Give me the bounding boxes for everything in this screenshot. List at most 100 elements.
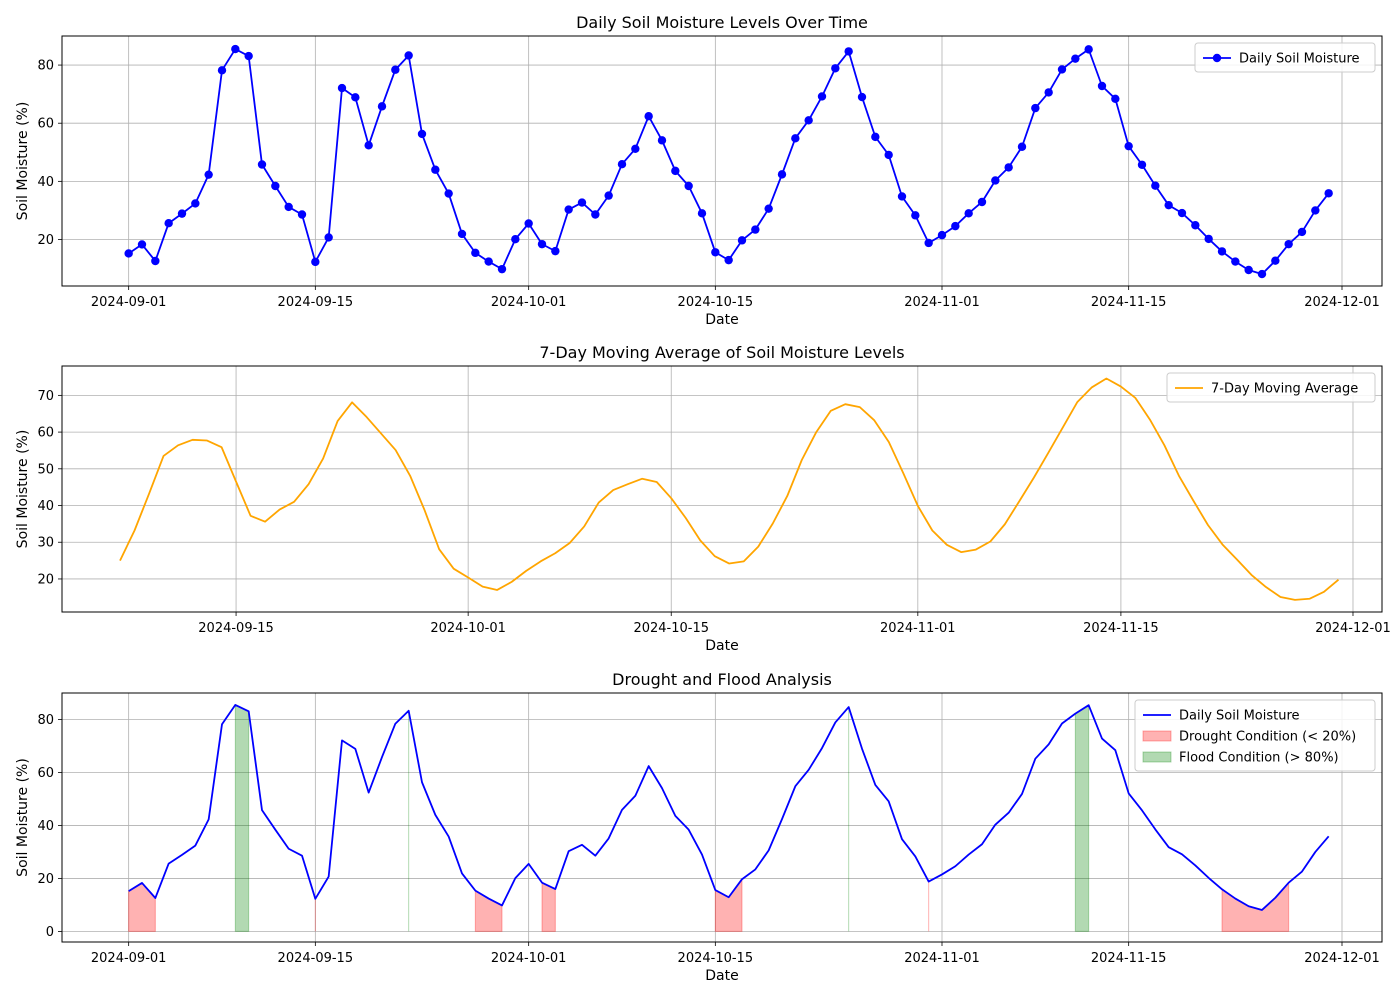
data-point — [1071, 54, 1080, 63]
data-point — [471, 248, 480, 258]
y-tick-label: 60 — [37, 766, 54, 781]
data-point — [404, 51, 413, 60]
data-point — [1017, 142, 1027, 151]
chart-panel-3: 2024-09-01 2024-09-15 2024-10-01 2024-10-15… — [15, 670, 1383, 984]
data-point — [1111, 94, 1120, 103]
chart-panel-1: 2024-09-01 2024-09-15 2024-10-01 2024-10-15… — [15, 13, 1383, 328]
data-point — [1284, 239, 1293, 249]
data-point — [911, 211, 920, 220]
data-point — [164, 219, 173, 228]
data-point — [1044, 88, 1053, 97]
y-tick-label: 20 — [37, 233, 54, 248]
axes-frame — [61, 35, 1383, 287]
data-point — [977, 197, 987, 207]
legend-marker-swatch — [1212, 53, 1222, 63]
data-point — [497, 264, 507, 274]
data-point — [1057, 65, 1067, 74]
x-tick-label: 2024-09-15 — [278, 951, 354, 966]
y-tick-label: 40 — [37, 175, 54, 190]
data-point — [444, 189, 453, 198]
chart-title: Daily Soil Moisture Levels Over Time — [576, 13, 868, 32]
series-line — [128, 704, 1330, 911]
axes-frame — [61, 692, 1383, 943]
x-tick-label: 2024-12-01 — [1315, 621, 1391, 636]
data-point — [377, 102, 387, 111]
y-axis-label: Soil Moisture (%) — [15, 758, 31, 877]
legend-entry: Drought Condition (< 20%) — [1179, 730, 1356, 745]
y-tick-label: 30 — [37, 536, 54, 551]
data-point — [457, 229, 467, 239]
x-tick-label: 2024-11-01 — [880, 621, 956, 636]
data-point — [564, 205, 573, 214]
y-tick-label: 0 — [46, 925, 54, 940]
legend: 7-Day Moving Average — [1166, 372, 1376, 403]
data-point — [484, 257, 493, 266]
data-point — [964, 209, 973, 218]
chart-title: Drought and Flood Analysis — [612, 670, 832, 689]
x-tick-label: 2024-10-15 — [678, 295, 754, 310]
flood-region — [1074, 704, 1090, 932]
data-point — [1217, 247, 1227, 256]
x-tick-label: 2024-11-15 — [1091, 295, 1167, 310]
series-line — [119, 377, 1340, 601]
x-tick-label: 2024-09-01 — [91, 295, 167, 310]
legend-box — [1194, 42, 1376, 73]
x-tick-label: 2024-11-01 — [904, 951, 980, 966]
y-tick-label: 80 — [37, 59, 54, 74]
data-point — [724, 255, 733, 265]
data-point — [604, 191, 613, 200]
data-point — [737, 236, 747, 245]
data-point — [417, 129, 427, 139]
data-point — [591, 210, 600, 219]
data-point — [764, 204, 773, 213]
data-point — [937, 230, 947, 240]
data-point — [431, 165, 440, 174]
data-point — [204, 170, 213, 179]
data-point — [151, 256, 160, 266]
data-point — [884, 150, 893, 160]
data-point — [924, 238, 933, 248]
data-point — [364, 141, 373, 150]
data-point — [777, 170, 787, 179]
drought-region — [541, 881, 556, 932]
data-point — [631, 144, 640, 153]
data-point — [857, 92, 867, 102]
data-point — [137, 240, 147, 249]
y-tick-label: 20 — [37, 572, 54, 587]
data-point — [644, 112, 653, 121]
data-point — [711, 248, 720, 257]
data-point — [1311, 206, 1320, 215]
data-point — [951, 221, 960, 231]
data-point — [1164, 200, 1173, 210]
legend-entry: Daily Soil Moisture — [1179, 709, 1300, 724]
data-point — [1271, 256, 1280, 265]
x-tick-label: 2024-10-01 — [430, 621, 506, 636]
flood-region — [234, 704, 250, 932]
x-tick-label: 2024-11-15 — [1091, 951, 1167, 966]
data-point — [337, 83, 347, 93]
data-point — [324, 233, 333, 242]
data-point — [284, 202, 293, 212]
data-point — [311, 257, 320, 267]
data-point — [551, 246, 560, 256]
x-tick-label: 2024-11-15 — [1083, 621, 1159, 636]
data-point — [177, 209, 187, 218]
data-point — [871, 132, 880, 142]
x-tick-label: 2024-09-15 — [198, 621, 274, 636]
data-point — [817, 92, 827, 101]
legend-entry: 7-Day Moving Average — [1211, 382, 1358, 397]
data-point — [217, 66, 227, 75]
data-point — [511, 234, 520, 244]
x-tick-label: 2024-09-15 — [278, 295, 354, 310]
data-point — [524, 219, 533, 228]
x-axis-label: Date — [705, 312, 738, 328]
y-tick-label: 20 — [37, 872, 54, 887]
chart-title: 7-Day Moving Average of Soil Moisture Le… — [539, 343, 904, 362]
data-point — [1177, 208, 1187, 218]
data-point — [1257, 269, 1267, 279]
legend-patch-swatch — [1142, 730, 1172, 742]
x-tick-label: 2024-12-01 — [1304, 951, 1380, 966]
data-point — [124, 249, 133, 258]
data-point — [271, 181, 280, 191]
